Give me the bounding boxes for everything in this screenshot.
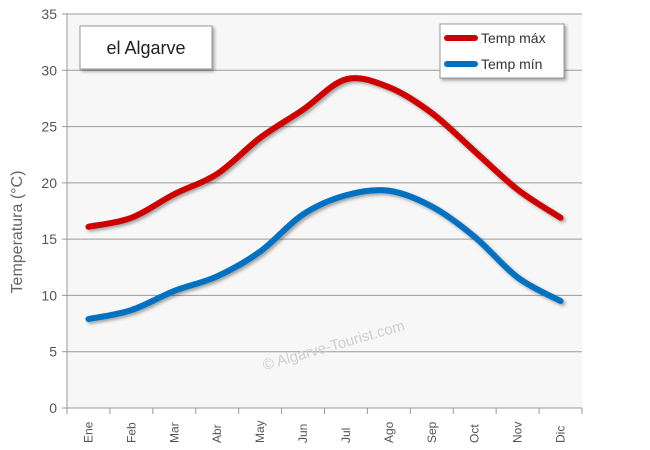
x-tick-label: Abr	[210, 424, 224, 443]
y-tick-label: 0	[49, 400, 57, 416]
x-tick-label: Ago	[382, 421, 396, 443]
x-tick-labels: Ene Feb Mar Abr May Jun Jul Ago Sep Oct Nov Dic	[81, 420, 567, 443]
legend-label: Temp máx	[481, 30, 546, 46]
x-tick-label: Oct	[468, 424, 482, 443]
x-tick-label: Sep	[425, 421, 439, 443]
y-tick-label: 30	[41, 62, 57, 78]
x-tick-label: Jun	[296, 424, 310, 443]
x-tick-label: Jul	[339, 428, 353, 443]
y-tick-label: 5	[49, 344, 57, 360]
y-tick-label: 35	[41, 6, 57, 22]
x-tick-label: Dic	[554, 426, 568, 443]
series-line-min	[85, 187, 564, 323]
plot-area	[67, 14, 582, 408]
chart-title-box: el Algarve	[79, 25, 213, 70]
x-tick-label: May	[253, 420, 267, 443]
x-tick-label: Mar	[167, 422, 181, 443]
series-lines	[85, 75, 564, 323]
x-tick-label: Feb	[124, 422, 138, 443]
y-tick-label: 20	[41, 175, 57, 191]
y-tick-labels: 0 5 10 15 20 25 30 35	[41, 6, 57, 416]
chart-title: el Algarve	[106, 38, 185, 58]
legend-label: Temp mín	[481, 56, 542, 72]
x-tick-label: Ene	[81, 421, 95, 443]
y-tick-label: 15	[41, 231, 57, 247]
y-tick-label: 25	[41, 119, 57, 135]
x-tick-label: Nov	[511, 422, 525, 443]
legend: Temp máx Temp mín	[439, 23, 565, 79]
series-line-max	[85, 75, 564, 230]
y-tick-label: 10	[41, 287, 57, 303]
y-axis-label: Temperatura (°C)	[9, 171, 26, 294]
